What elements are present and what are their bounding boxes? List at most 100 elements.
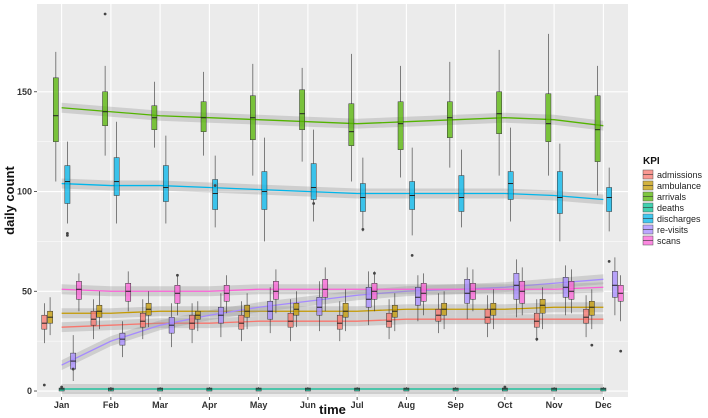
outlier-admissions-Jan [42, 383, 46, 387]
box-arrivals-Sep [447, 61, 453, 168]
x-tick-label: Mar [152, 400, 169, 410]
box-ambulance-Nov [539, 287, 546, 330]
box-scans-Aug [420, 273, 427, 316]
box-ambulance-Mar [145, 291, 152, 328]
box-ambulance-Dec [588, 289, 595, 330]
box-body [539, 298, 546, 314]
x-tick-label: Dec [595, 400, 612, 410]
outlier-scans-Jul [373, 271, 376, 275]
box-body [316, 297, 323, 316]
box-body [568, 281, 575, 300]
box-body [588, 300, 595, 316]
box-scans-Jun [322, 267, 329, 312]
box-discharges-Mar [163, 135, 169, 224]
box-body [41, 314, 48, 330]
box-body [513, 273, 520, 300]
box-discharges-Jan [64, 141, 71, 224]
box-ambulance-Oct [490, 289, 497, 330]
legend-item-scans: scans [642, 235, 681, 246]
legend-item-deaths: deaths [642, 202, 685, 213]
box-body [348, 103, 355, 146]
box-admissions-Apr [189, 303, 195, 344]
box-re-visits-Aug [415, 275, 421, 322]
legend-item-arrivals: arrivals [642, 191, 687, 202]
box-deaths-Aug [403, 387, 410, 392]
outlier-discharges-Jan [65, 234, 69, 237]
outlier-ambulance-Dec [590, 343, 594, 347]
box-deaths-Apr [206, 387, 213, 392]
box-body [212, 179, 218, 210]
legend-label: ambulance [657, 181, 701, 191]
outlier-scans-Dec [619, 349, 623, 353]
box-admissions-May [238, 301, 245, 342]
box-re-visits-Jul [365, 271, 372, 326]
outlier-discharges-Aug [410, 253, 414, 257]
box-discharges-Dec [606, 167, 612, 232]
box-body [447, 101, 453, 138]
trend-line-scans [61, 286, 604, 292]
box-scans-Sep [470, 269, 476, 312]
box-scans-May [273, 269, 279, 314]
legend-label: admissions [657, 170, 703, 180]
box-scans-Apr [223, 275, 230, 314]
box-body [90, 310, 97, 326]
box-discharges-May [261, 137, 268, 242]
y-tick-label: 150 [17, 87, 32, 97]
box-body [76, 281, 82, 300]
box-ambulance-Feb [96, 291, 103, 330]
box-discharges-Aug [409, 147, 415, 236]
box-deaths-Mar [157, 387, 163, 392]
box-body [365, 287, 372, 308]
box-re-visits-Mar [168, 303, 175, 348]
box-scans-Mar [174, 275, 181, 316]
trend-line-admissions [61, 318, 604, 328]
x-tick-label: Nov [546, 400, 563, 410]
box-arrivals-Oct [496, 49, 502, 176]
legend-label: deaths [657, 203, 685, 213]
box-body [113, 157, 120, 196]
box-discharges-Sep [458, 149, 465, 228]
box-body [310, 163, 317, 200]
box-discharges-Jun [310, 129, 317, 222]
x-tick-label: Sep [447, 400, 464, 410]
legend-label: scans [657, 236, 681, 246]
box-re-visits-Dec [612, 257, 618, 316]
y-tick-label: 0 [27, 386, 32, 396]
y-axis-label: daily count [2, 166, 17, 235]
outlier-points [42, 12, 623, 391]
box-body [397, 101, 404, 150]
axes: 0 50 100 150 Jan Feb Mar Apr May Jun Jul Aug Sep Oct N… [17, 87, 612, 410]
box-ambulance-May [244, 293, 250, 330]
box-body [386, 312, 392, 328]
box-body [336, 314, 343, 330]
x-tick-label: Jul [351, 400, 364, 410]
box-admissions-Jun [287, 299, 294, 342]
box-body [507, 171, 514, 200]
box-body [519, 281, 526, 304]
box-body [583, 308, 589, 324]
box-discharges-Nov [557, 143, 563, 242]
box-ambulance-Jan [47, 297, 53, 336]
box-re-visits-Jan [70, 335, 77, 382]
box-body [287, 312, 294, 328]
box-re-visits-May [267, 287, 274, 334]
legend-item-admissions: admissions [642, 169, 703, 180]
box-body [53, 77, 59, 142]
box-body [545, 93, 552, 142]
x-tick-label: May [250, 400, 268, 410]
box-body [594, 95, 601, 162]
box-deaths-Dec [600, 387, 607, 392]
box-body [484, 308, 491, 324]
box-arrivals-Jan [53, 51, 59, 182]
x-axis-label: time [319, 402, 346, 417]
box-deaths-Sep [452, 387, 459, 392]
plot-panel-background [37, 4, 628, 397]
legend-item-ambulance: ambulance [642, 180, 701, 191]
box-ambulance-Jun [293, 291, 300, 328]
box-admissions-Dec [583, 295, 589, 338]
box-re-visits-Sep [464, 267, 471, 320]
box-ambulance-Apr [194, 301, 201, 332]
box-body [163, 165, 169, 202]
box-scans-Nov [568, 269, 575, 314]
